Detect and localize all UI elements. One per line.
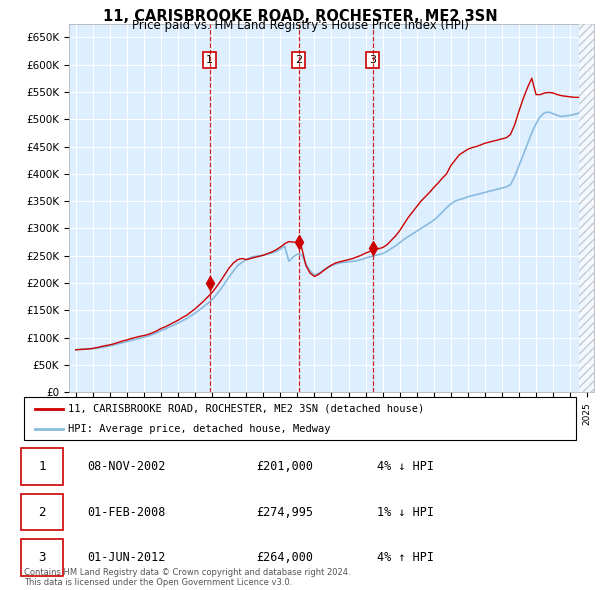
Text: 08-NOV-2002: 08-NOV-2002 bbox=[88, 460, 166, 473]
Text: 11, CARISBROOKE ROAD, ROCHESTER, ME2 3SN: 11, CARISBROOKE ROAD, ROCHESTER, ME2 3SN bbox=[103, 9, 497, 24]
Text: Price paid vs. HM Land Registry's House Price Index (HPI): Price paid vs. HM Land Registry's House … bbox=[131, 19, 469, 32]
Text: 1: 1 bbox=[38, 460, 46, 473]
Text: 01-FEB-2008: 01-FEB-2008 bbox=[88, 506, 166, 519]
FancyBboxPatch shape bbox=[21, 494, 62, 530]
Text: Contains HM Land Registry data © Crown copyright and database right 2024.
This d: Contains HM Land Registry data © Crown c… bbox=[24, 568, 350, 587]
Text: 3: 3 bbox=[38, 551, 46, 564]
Text: 2: 2 bbox=[295, 55, 302, 65]
Text: 3: 3 bbox=[369, 55, 376, 65]
Text: 4% ↑ HPI: 4% ↑ HPI bbox=[377, 551, 434, 564]
FancyBboxPatch shape bbox=[24, 397, 576, 440]
FancyBboxPatch shape bbox=[21, 448, 62, 485]
Text: HPI: Average price, detached house, Medway: HPI: Average price, detached house, Medw… bbox=[68, 424, 331, 434]
FancyBboxPatch shape bbox=[21, 539, 62, 576]
Text: 1% ↓ HPI: 1% ↓ HPI bbox=[377, 506, 434, 519]
Text: 2: 2 bbox=[38, 506, 46, 519]
Text: £264,000: £264,000 bbox=[256, 551, 313, 564]
Text: £274,995: £274,995 bbox=[256, 506, 313, 519]
Text: 1: 1 bbox=[206, 55, 213, 65]
Text: 11, CARISBROOKE ROAD, ROCHESTER, ME2 3SN (detached house): 11, CARISBROOKE ROAD, ROCHESTER, ME2 3SN… bbox=[68, 404, 424, 414]
Text: 4% ↓ HPI: 4% ↓ HPI bbox=[377, 460, 434, 473]
Bar bbox=[578, 10, 596, 392]
Text: 01-JUN-2012: 01-JUN-2012 bbox=[88, 551, 166, 564]
Text: £201,000: £201,000 bbox=[256, 460, 313, 473]
